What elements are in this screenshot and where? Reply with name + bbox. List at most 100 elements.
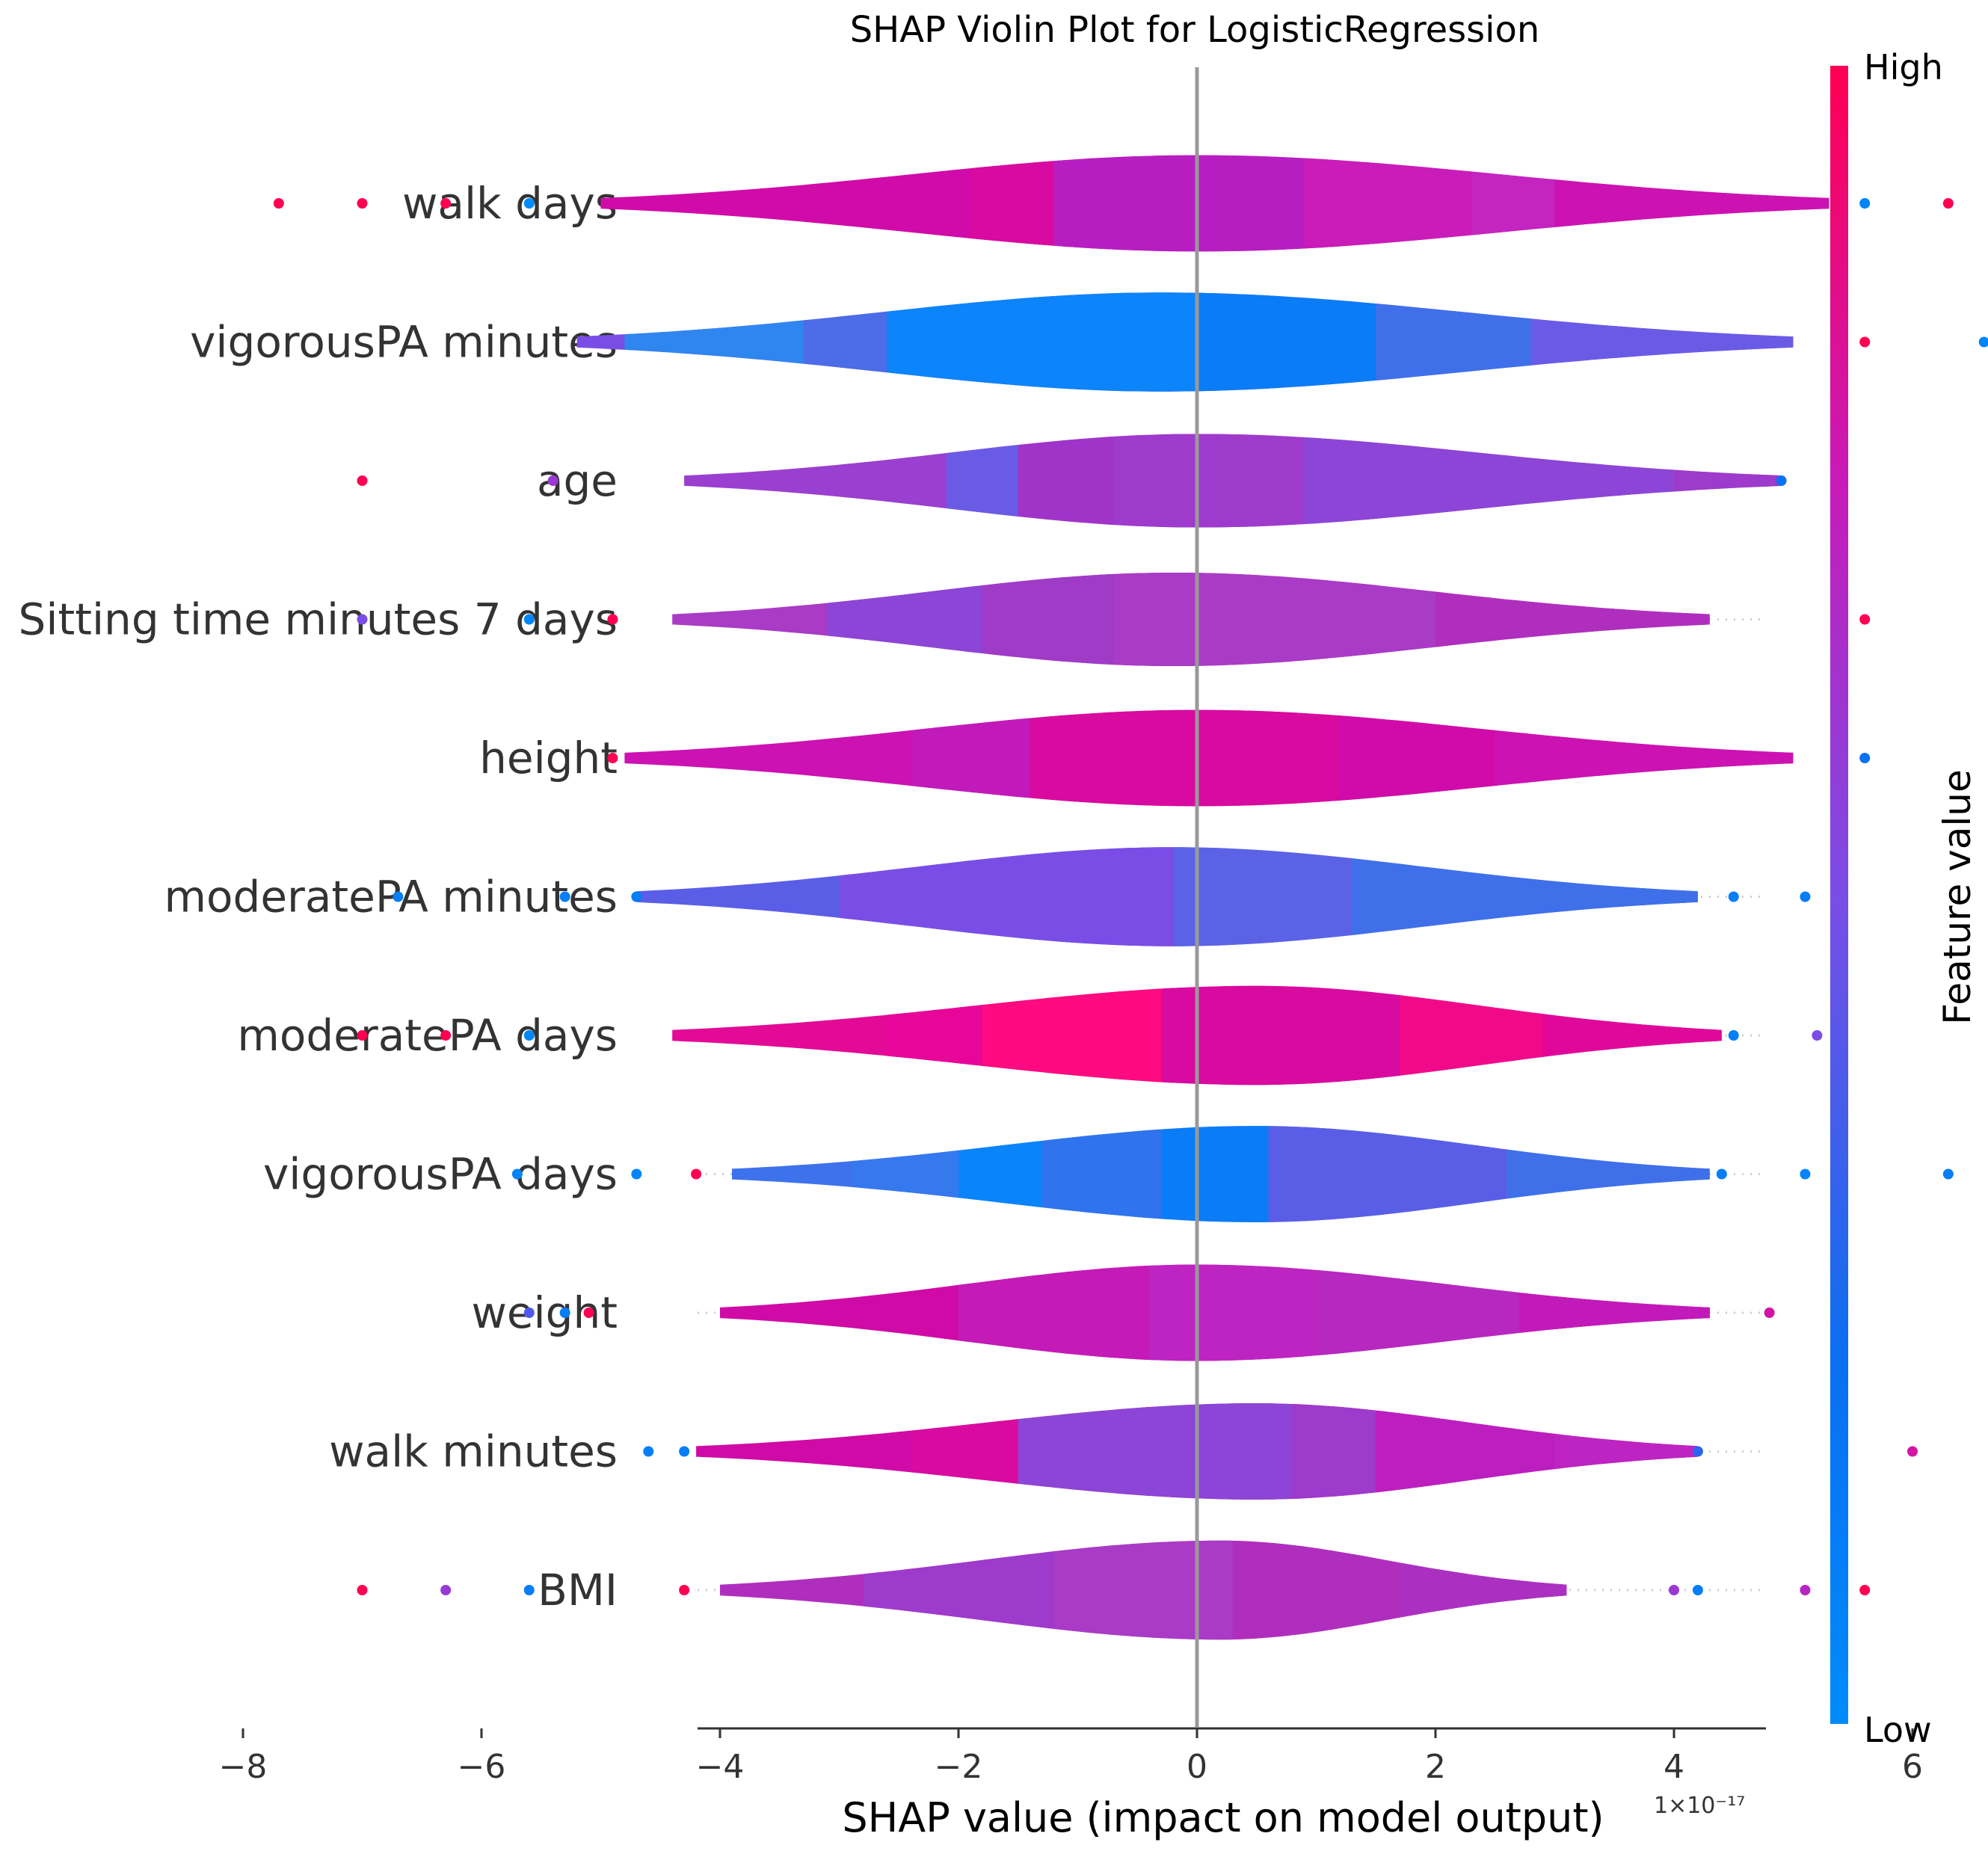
outlier-point bbox=[1692, 1585, 1703, 1595]
violin-band bbox=[947, 434, 1018, 528]
outlier-point bbox=[273, 198, 284, 209]
outlier-point bbox=[1728, 1030, 1739, 1041]
outlier-point bbox=[1812, 1030, 1823, 1041]
violin-band bbox=[1376, 292, 1531, 392]
outlier-point bbox=[607, 614, 618, 625]
feature-label: moderatePA days bbox=[237, 1010, 618, 1061]
colorbar bbox=[1830, 66, 1848, 1724]
feature-label: vigorousPA minutes bbox=[190, 317, 618, 368]
violin-band bbox=[1041, 1126, 1162, 1222]
outlier-point bbox=[1942, 1168, 1954, 1180]
violin-band bbox=[851, 1126, 958, 1222]
violin-body bbox=[576, 292, 1794, 392]
outlier-point bbox=[1978, 336, 1988, 348]
x-axis-label: SHAP value (impact on model output) bbox=[842, 1794, 1604, 1841]
feature-label: moderatePA minutes bbox=[164, 872, 618, 923]
violin-band bbox=[887, 292, 1197, 392]
violin-band bbox=[982, 573, 1114, 666]
violin-band bbox=[1268, 1126, 1507, 1222]
violin-band bbox=[1173, 847, 1352, 946]
outlier-point bbox=[607, 753, 618, 763]
outlier-point bbox=[631, 891, 642, 902]
violin-band bbox=[1542, 985, 1722, 1085]
outlier-point bbox=[523, 614, 535, 625]
outlier-point bbox=[679, 1446, 690, 1457]
x-tick-label: 2 bbox=[1425, 1748, 1446, 1786]
violin-body bbox=[624, 709, 1794, 807]
feature-row: weight bbox=[471, 1264, 1775, 1361]
violin-body bbox=[720, 1540, 1567, 1640]
violin-band bbox=[1376, 1403, 1555, 1500]
violin-band bbox=[1053, 155, 1305, 252]
violin-body bbox=[672, 573, 1710, 666]
outlier-point bbox=[523, 1030, 535, 1041]
violin-band bbox=[1304, 155, 1471, 252]
feature-row: height bbox=[479, 709, 1871, 807]
violin-body bbox=[720, 1264, 1710, 1361]
colorbar-title: Feature value bbox=[1936, 769, 1979, 1024]
feature-row: walk days bbox=[273, 155, 1954, 252]
outlier-point bbox=[679, 1585, 690, 1595]
violin-band bbox=[1400, 985, 1543, 1085]
violin-band bbox=[1018, 1403, 1293, 1500]
feature-label: vigorousPA days bbox=[263, 1149, 618, 1200]
violin-band bbox=[803, 292, 887, 392]
feature-row: vigorousPA minutes bbox=[190, 292, 1988, 392]
outlier-point bbox=[1728, 891, 1739, 902]
outlier-point bbox=[583, 1308, 594, 1318]
violin-band bbox=[1161, 1126, 1269, 1222]
violin-band bbox=[1018, 434, 1114, 528]
x-tick-label: −6 bbox=[458, 1748, 506, 1786]
feature-row: moderatePA minutes bbox=[164, 847, 1811, 946]
colorbar-high-label: High bbox=[1864, 47, 1943, 87]
outlier-point bbox=[511, 1168, 523, 1180]
outlier-point bbox=[547, 475, 558, 486]
feature-label: Sitting time minutes 7 days bbox=[19, 594, 618, 645]
x-tick-label: 0 bbox=[1187, 1748, 1207, 1786]
violin-band bbox=[1113, 573, 1435, 666]
violin-band bbox=[1435, 573, 1710, 666]
violin-band bbox=[887, 985, 982, 1085]
outlier-point bbox=[1800, 1585, 1811, 1595]
x-tick-label: 4 bbox=[1664, 1748, 1684, 1786]
violin-band bbox=[970, 155, 1054, 252]
outlier-point bbox=[1859, 198, 1871, 209]
outlier-point bbox=[1764, 1308, 1775, 1318]
violin-band bbox=[1113, 434, 1305, 528]
outlier-point bbox=[1776, 475, 1787, 486]
violin-band bbox=[1292, 1403, 1376, 1500]
outlier-point bbox=[1800, 891, 1811, 902]
outlier-point bbox=[393, 891, 404, 902]
outlier-point bbox=[691, 1168, 702, 1180]
violin-band bbox=[1197, 292, 1376, 392]
x-tick-label: −8 bbox=[219, 1748, 268, 1786]
violin-band bbox=[1400, 1540, 1567, 1640]
chart-title: SHAP Violin Plot for LogisticRegression bbox=[850, 9, 1540, 51]
violin-band bbox=[1030, 709, 1341, 807]
outlier-point bbox=[643, 1446, 654, 1457]
violin-band bbox=[911, 709, 1030, 807]
outlier-point bbox=[357, 614, 368, 625]
violin-band bbox=[1149, 1264, 1317, 1361]
outlier-point bbox=[559, 891, 570, 902]
outlier-point bbox=[357, 1585, 368, 1595]
outlier-point bbox=[357, 198, 368, 209]
feature-label: walk days bbox=[402, 178, 618, 229]
outlier-point bbox=[1859, 336, 1871, 348]
feature-label: weight bbox=[471, 1287, 618, 1338]
outlier-point bbox=[1716, 1168, 1727, 1180]
x-tick-label: −4 bbox=[696, 1748, 745, 1786]
feature-row: walk minutes bbox=[329, 1403, 1918, 1500]
violin-band bbox=[982, 985, 1162, 1085]
violin-band bbox=[1316, 1264, 1519, 1361]
outlier-point bbox=[1907, 1446, 1918, 1457]
outlier-point bbox=[523, 198, 535, 209]
outlier-point bbox=[1942, 198, 1954, 209]
x-tick-label: 6 bbox=[1902, 1748, 1923, 1786]
outlier-point bbox=[1859, 753, 1871, 763]
outlier-point bbox=[559, 1308, 570, 1318]
violin-band bbox=[839, 847, 1174, 946]
x-ticks: −8−6−4−202468 bbox=[219, 1728, 1923, 1786]
violin-band bbox=[1507, 1126, 1710, 1222]
